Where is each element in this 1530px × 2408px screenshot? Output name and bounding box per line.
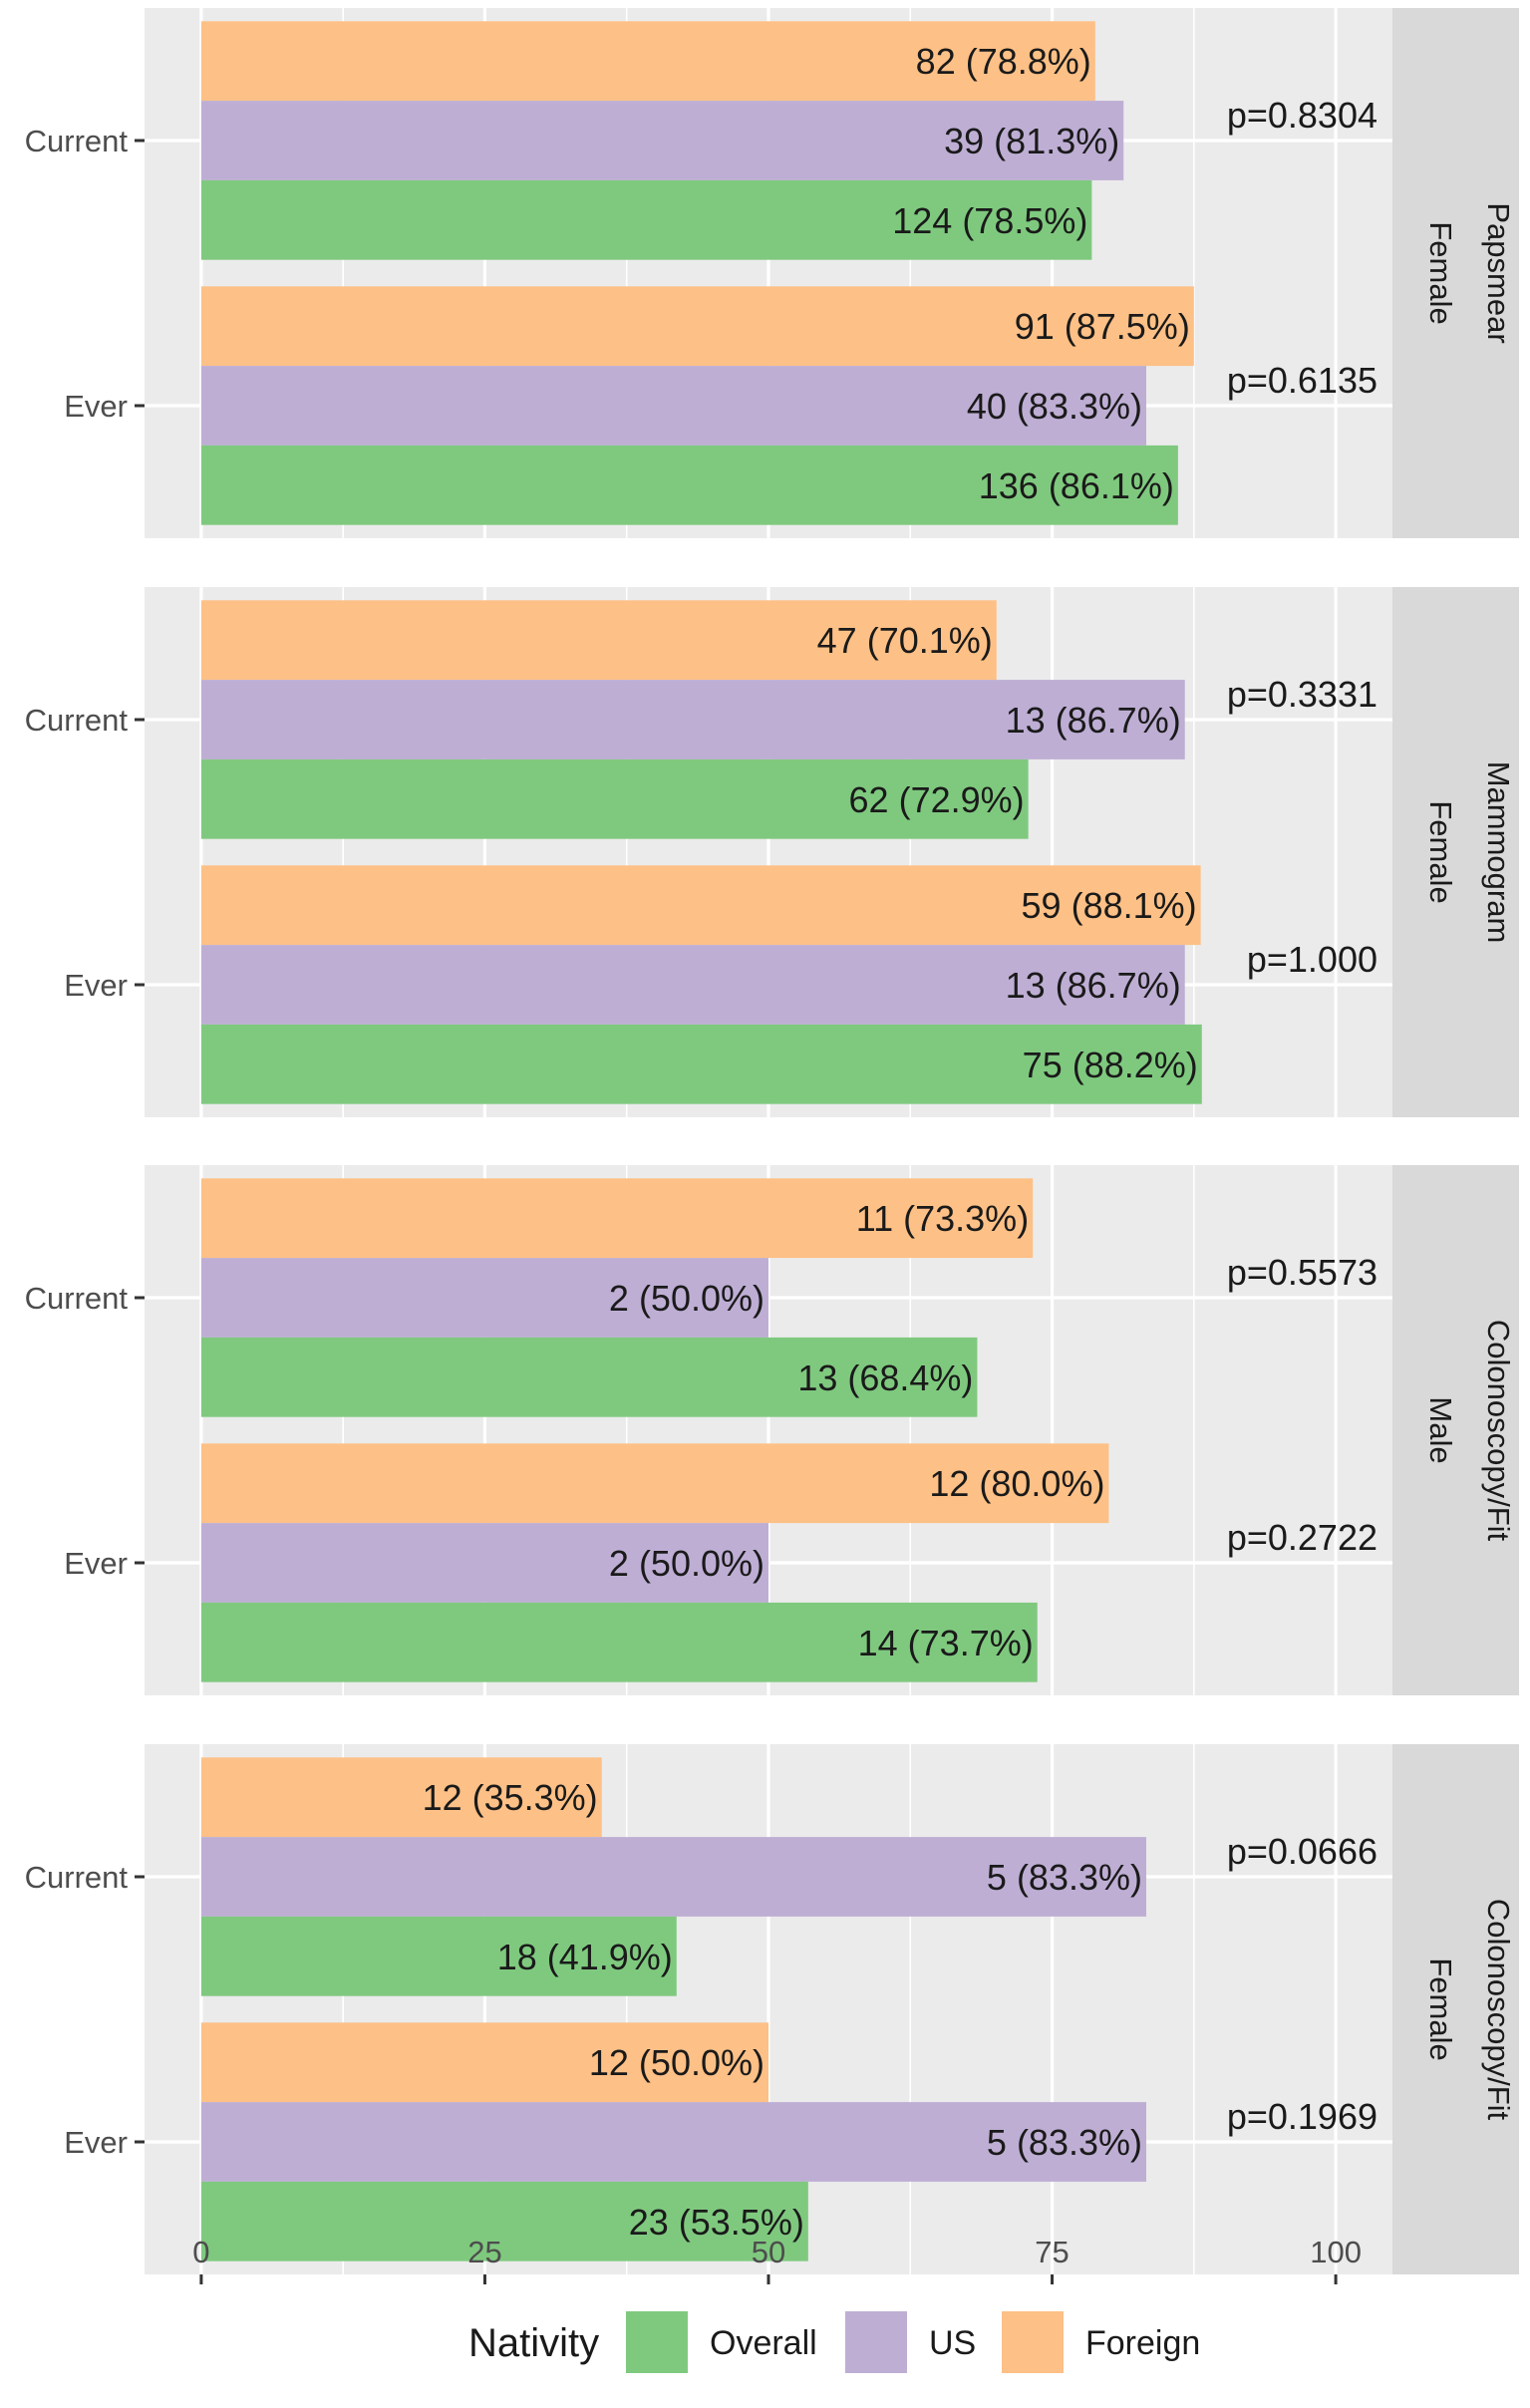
bar-overall	[200, 758, 1029, 839]
bar-foreign	[200, 286, 1194, 367]
bar-overall	[200, 1916, 677, 1996]
y-tick-label: Current	[25, 1281, 129, 1316]
bar-value-label: 13 (86.7%)	[1006, 700, 1181, 741]
strip-inner-label: Female	[1423, 221, 1458, 324]
legend-label: Foreign	[1085, 2324, 1200, 2362]
facet-strip	[1392, 8, 1519, 538]
bar-value-label: 47 (70.1%)	[817, 620, 993, 661]
bar-value-label: 2 (50.0%)	[609, 1543, 765, 1584]
bar-foreign	[200, 600, 997, 681]
legend-key-foreign	[1002, 2311, 1064, 2373]
bar-overall	[200, 445, 1178, 525]
y-tick-label: Current	[25, 1860, 129, 1895]
y-tick-label: Current	[25, 124, 129, 158]
legend-key-overall	[626, 2311, 688, 2373]
bar-value-label: 62 (72.9%)	[849, 779, 1025, 820]
bar-value-label: 14 (73.7%)	[858, 1623, 1034, 1663]
bar-value-label: 124 (78.5%)	[892, 200, 1087, 241]
p-value-label: p=0.5573	[1227, 1252, 1377, 1293]
strip-inner-label: Female	[1423, 800, 1458, 903]
x-tick-label: 100	[1310, 2235, 1362, 2269]
facet-strip	[1392, 1165, 1519, 1695]
p-value-label: p=1.000	[1247, 939, 1377, 980]
bar-value-label: 40 (83.3%)	[967, 386, 1142, 427]
bar-us	[200, 366, 1147, 446]
bar-value-label: 12 (80.0%)	[929, 1463, 1104, 1504]
strip-inner-label: Male	[1423, 1396, 1458, 1463]
strip-outer-label: Colonoscopy/Fit	[1481, 1320, 1516, 1542]
strip-inner-label: Female	[1423, 1957, 1458, 2060]
legend-key-us	[845, 2311, 907, 2373]
x-tick-label: 25	[467, 2235, 501, 2269]
bar-us	[200, 101, 1124, 180]
bar-value-label: 12 (50.0%)	[589, 2042, 765, 2083]
y-tick-label: Ever	[64, 389, 128, 424]
bar-value-label: 13 (86.7%)	[1006, 965, 1181, 1006]
bar-value-label: 75 (88.2%)	[1023, 1045, 1198, 1085]
bar-foreign	[200, 21, 1095, 102]
y-tick-label: Ever	[64, 2125, 128, 2160]
bar-foreign	[200, 1178, 1034, 1259]
y-tick-label: Ever	[64, 968, 128, 1003]
bar-us	[200, 1837, 1147, 1917]
x-tick-label: 75	[1035, 2235, 1069, 2269]
bar-value-label: 13 (68.4%)	[797, 1357, 973, 1398]
bar-foreign	[200, 2022, 769, 2103]
bar-value-label: 23 (53.5%)	[629, 2202, 804, 2243]
bar-value-label: 5 (83.3%)	[987, 2122, 1142, 2163]
bar-us	[200, 680, 1185, 759]
bar-us	[200, 2102, 1147, 2182]
facet-strip	[1392, 587, 1519, 1117]
p-value-label: p=0.8304	[1227, 95, 1377, 136]
bar-value-label: 12 (35.3%)	[423, 1777, 598, 1818]
p-value-label: p=0.6135	[1227, 360, 1377, 401]
strip-outer-label: Papsmear	[1481, 202, 1516, 343]
legend-label: Overall	[710, 2324, 817, 2362]
bar-overall	[200, 1337, 978, 1417]
bar-value-label: 91 (87.5%)	[1015, 306, 1190, 347]
bar-overall	[200, 2181, 808, 2261]
bar-value-label: 2 (50.0%)	[609, 1278, 765, 1319]
p-value-label: p=0.3331	[1227, 674, 1377, 715]
bar-foreign	[200, 1757, 602, 1838]
x-tick-label: 50	[752, 2235, 785, 2269]
x-tick-label: 0	[192, 2235, 209, 2269]
bar-overall	[200, 1602, 1038, 1682]
bar-value-label: 5 (83.3%)	[987, 1857, 1142, 1898]
p-value-label: p=0.0666	[1227, 1831, 1377, 1872]
legend-title: Nativity	[468, 2321, 599, 2365]
bar-value-label: 59 (88.1%)	[1022, 885, 1197, 926]
facet-strip	[1392, 1744, 1519, 2274]
bar-foreign	[200, 1443, 1109, 1524]
bar-us	[200, 945, 1185, 1025]
p-value-label: p=0.1969	[1227, 2096, 1377, 2137]
strip-outer-label: Colonoscopy/Fit	[1481, 1899, 1516, 2121]
bar-foreign	[200, 865, 1201, 946]
bar-value-label: 11 (73.3%)	[856, 1198, 1029, 1239]
y-tick-label: Ever	[64, 1546, 128, 1581]
bar-us	[200, 1523, 769, 1603]
y-tick-label: Current	[25, 703, 129, 738]
bar-value-label: 136 (86.1%)	[979, 465, 1174, 506]
bar-overall	[200, 1024, 1202, 1104]
strip-outer-label: Mammogram	[1481, 761, 1516, 944]
bar-value-label: 18 (41.9%)	[497, 1937, 673, 1977]
p-value-label: p=0.2722	[1227, 1517, 1377, 1558]
bar-overall	[200, 179, 1092, 260]
bar-value-label: 82 (78.8%)	[916, 41, 1091, 82]
bar-value-label: 39 (81.3%)	[944, 121, 1119, 161]
bar-us	[200, 1258, 769, 1338]
legend-label: US	[929, 2324, 976, 2362]
